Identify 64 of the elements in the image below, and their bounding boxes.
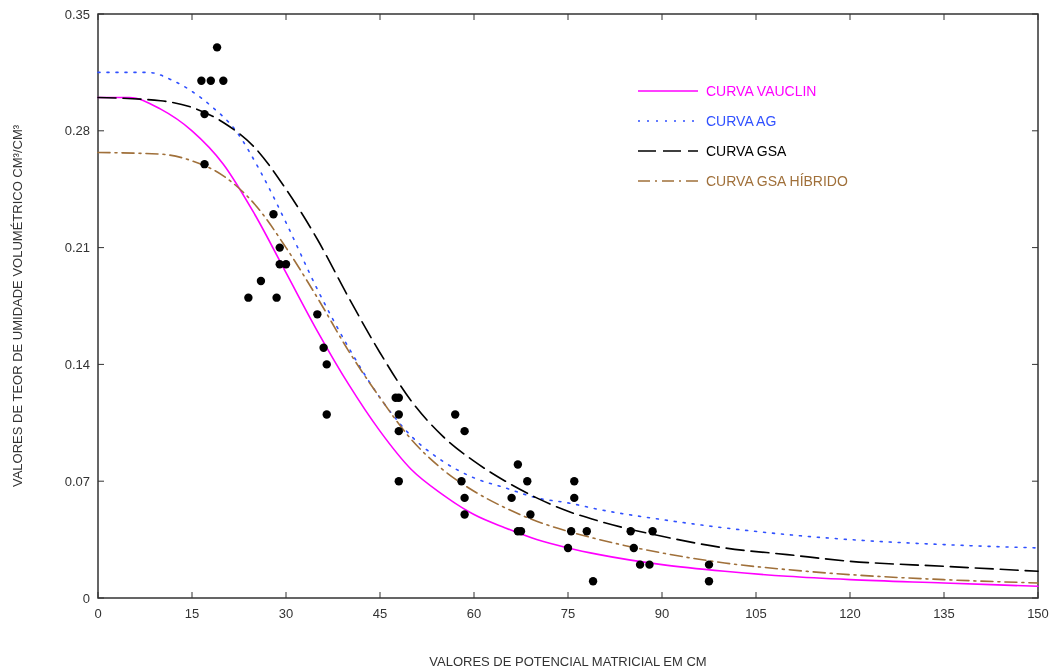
point: [460, 510, 469, 519]
x-tick-label: 15: [184, 606, 200, 621]
x-tick-label: 45: [372, 606, 388, 621]
point: [394, 410, 403, 419]
point: [256, 276, 266, 286]
point: [200, 159, 209, 169]
point: [648, 527, 657, 536]
x-tick-label: 0: [94, 606, 102, 621]
point: [451, 410, 460, 419]
point: [523, 477, 532, 486]
point: [570, 493, 579, 503]
point: [322, 360, 331, 369]
point: [322, 410, 331, 419]
x-tick-label: 105: [745, 606, 767, 621]
y-tick-label: 0.35: [64, 6, 90, 22]
x-axis-title: VALORES DE POTENCIAL MATRICIAL EM CM: [429, 654, 707, 669]
point: [197, 76, 206, 85]
y-tick-label: 0.28: [64, 123, 90, 139]
legend-label: CURVA GSA: [706, 143, 788, 159]
point: [588, 577, 598, 586]
point: [281, 260, 291, 269]
point: [563, 543, 573, 553]
point: [566, 527, 576, 536]
point: [269, 210, 278, 219]
point: [394, 477, 403, 486]
point: [645, 560, 654, 569]
point: [704, 577, 714, 586]
point: [319, 343, 328, 352]
point: [313, 310, 322, 319]
x-tick-label: 60: [466, 606, 482, 621]
x-tick-label: 30: [278, 606, 294, 621]
point: [244, 293, 253, 302]
point: [582, 527, 591, 536]
point: [570, 477, 579, 486]
point: [460, 493, 469, 503]
point: [206, 76, 215, 85]
legend-label: CURVA GSA HÍBRIDO: [706, 173, 848, 189]
legend-label: CURVA AG: [706, 113, 777, 129]
y-tick-label: 0.14: [64, 356, 90, 372]
point: [635, 560, 645, 569]
point: [513, 460, 523, 469]
point: [272, 293, 281, 302]
y-tick-label: 0.21: [64, 240, 90, 256]
x-tick-label: 120: [839, 606, 861, 621]
point: [626, 527, 635, 536]
point: [460, 426, 469, 436]
y-tick-label: 0.07: [64, 473, 90, 489]
point: [629, 543, 638, 553]
point: [275, 243, 284, 252]
legend-label: CURVA VAUCLIN: [706, 83, 817, 99]
x-tick-label: 90: [654, 606, 670, 621]
point: [394, 426, 403, 436]
x-tick-label: 75: [560, 606, 576, 621]
x-tick-label: 150: [1027, 606, 1049, 621]
y-tick-label: 0: [82, 590, 90, 606]
y-axis-title: VALORES DE TEOR DE UMIDADE VOLUMÉTRICO CM³/CM³: [10, 124, 25, 488]
point: [704, 560, 714, 569]
point: [526, 510, 535, 519]
point: [200, 109, 209, 119]
point: [219, 76, 228, 85]
x-tick-label: 135: [933, 606, 955, 621]
point: [507, 493, 516, 503]
point: [212, 43, 222, 52]
point: [457, 477, 466, 486]
